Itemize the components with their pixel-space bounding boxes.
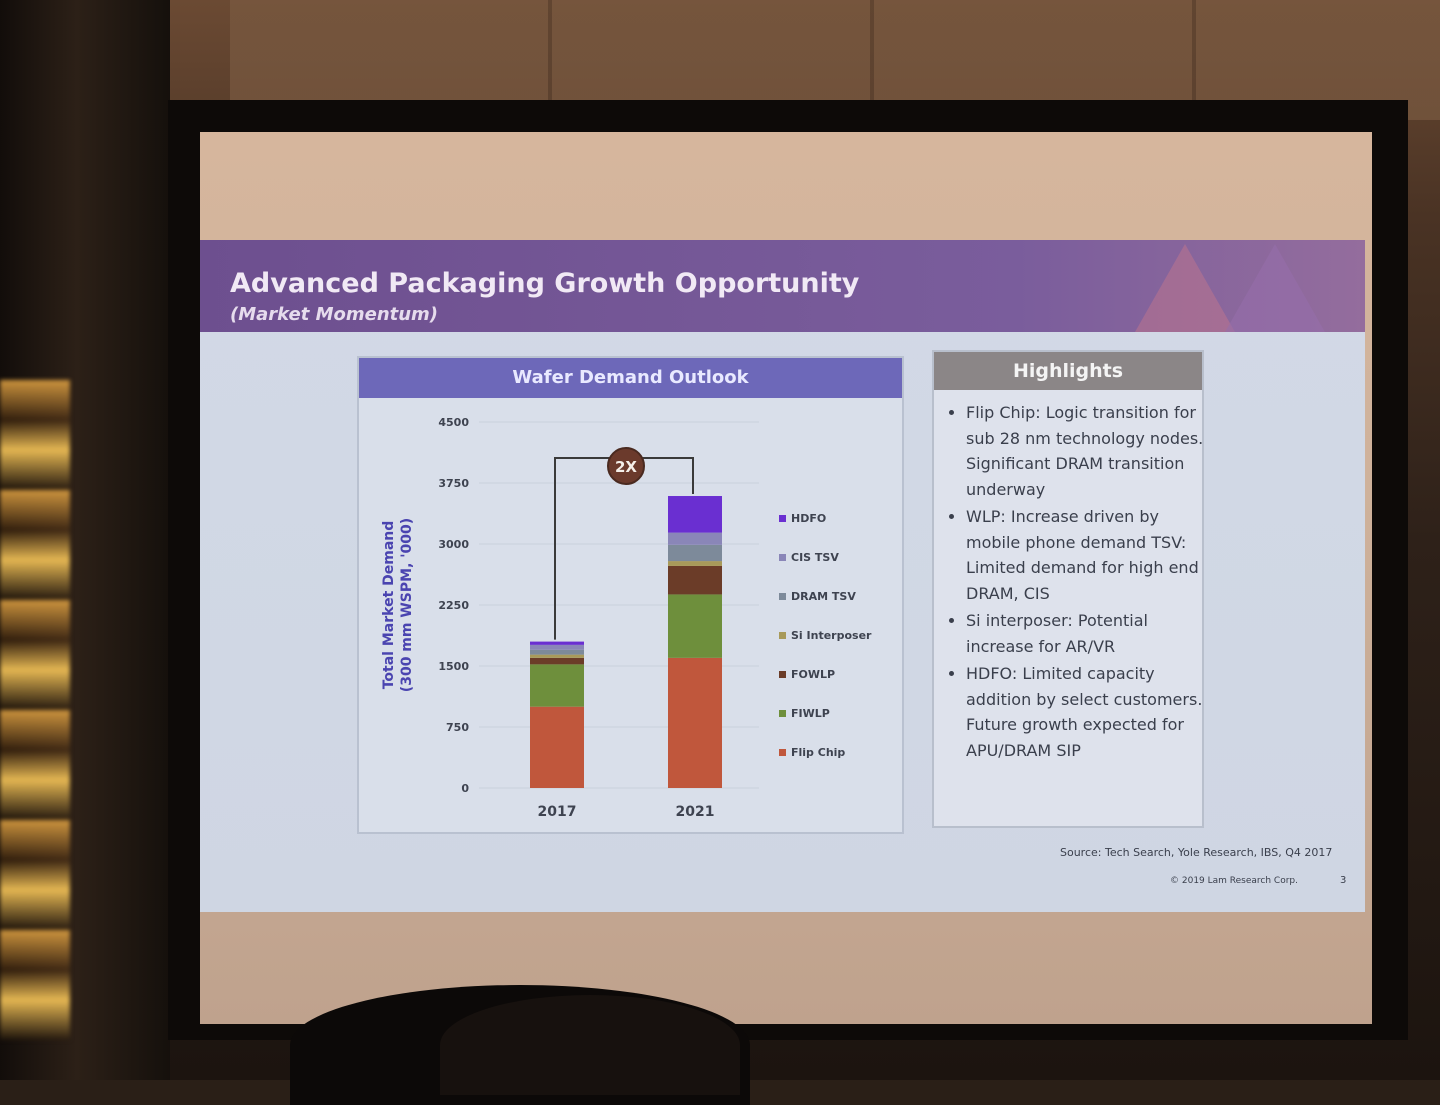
bar-segment (530, 706, 584, 788)
y-tick-label: 3000 (438, 538, 469, 551)
x-tick-label: 2021 (676, 804, 715, 820)
highlights-header: Highlights (934, 352, 1202, 390)
highlight-item: Si interposer: Potential increase for AR… (966, 608, 1216, 659)
slide: Advanced Packaging Growth Opportunity (M… (200, 240, 1365, 912)
highlight-item: HDFO: Limited capacity addition by selec… (966, 661, 1216, 763)
bar-segment (668, 532, 722, 545)
slide-title: Advanced Packaging Growth Opportunity (230, 268, 860, 299)
legend-label: FIWLP (791, 707, 830, 720)
copyright: © 2019 Lam Research Corp. (1170, 876, 1298, 886)
legend-swatch (779, 515, 786, 522)
legend-swatch (779, 632, 786, 639)
bar-segment (530, 644, 584, 650)
bar-segment (530, 657, 584, 665)
legend-swatch (779, 671, 786, 678)
decor-triangle (1135, 244, 1235, 332)
legend-label: Flip Chip (791, 746, 845, 759)
y-tick-label: 750 (446, 721, 469, 734)
legend-label: HDFO (791, 512, 826, 525)
legend-swatch (779, 593, 786, 600)
highlight-item: WLP: Increase driven by mobile phone dem… (966, 504, 1216, 606)
wafer-demand-chart: 0 750 1500 2250 3000 3750 4500 Total Market Dem… (381, 416, 872, 820)
annotation-label: 2X (615, 458, 637, 476)
bar-segment (530, 664, 584, 707)
bar-segment (530, 654, 584, 658)
audience-head (440, 995, 740, 1095)
legend-label: FOWLP (791, 668, 835, 681)
y-tick-label: 1500 (438, 660, 469, 673)
bar-segment (668, 561, 722, 566)
legend-label: CIS TSV (791, 551, 839, 564)
y-tick-label: 3750 (438, 477, 469, 490)
legend-swatch (779, 554, 786, 561)
bar-segment (668, 594, 722, 658)
bar-segment (668, 496, 722, 533)
y-tick-label: 4500 (438, 416, 469, 429)
bar-segment (668, 657, 722, 788)
y-tick-label: 2250 (438, 599, 469, 612)
bar-segment (668, 565, 722, 595)
legend-label: Si Interposer (791, 629, 872, 642)
decor-triangle (1225, 244, 1325, 332)
x-tick-label: 2017 (538, 804, 577, 820)
wall-lights (0, 380, 70, 1040)
highlights-panel: Highlights Flip Chip: Logic transition f… (932, 350, 1204, 828)
highlight-item: Flip Chip: Logic transition for sub 28 n… (966, 400, 1216, 502)
legend-swatch (779, 749, 786, 756)
slide-subtitle: (Market Momentum) (230, 304, 439, 325)
bar-segment (530, 641, 584, 645)
page-number: 3 (1340, 875, 1347, 886)
y-axis-label: (300 mm WSPM, '000) (399, 518, 415, 692)
y-tick-label: 0 (461, 782, 469, 795)
chart-header: Wafer Demand Outlook (359, 358, 902, 398)
bar-segment (530, 649, 584, 655)
title-bar: Advanced Packaging Growth Opportunity (M… (200, 240, 1365, 332)
source-note: Source: Tech Search, Yole Research, IBS,… (1060, 846, 1333, 859)
bar-segment (668, 544, 722, 562)
chart-panel: Wafer Demand Outlook 0 750 1500 2250 3000 375… (357, 356, 904, 834)
highlights-list: Flip Chip: Logic transition for sub 28 n… (944, 400, 1216, 765)
annotation-badge (607, 447, 645, 485)
legend-label: DRAM TSV (791, 590, 856, 603)
y-axis-label: Total Market Demand (381, 521, 397, 690)
legend-swatch (779, 710, 786, 717)
